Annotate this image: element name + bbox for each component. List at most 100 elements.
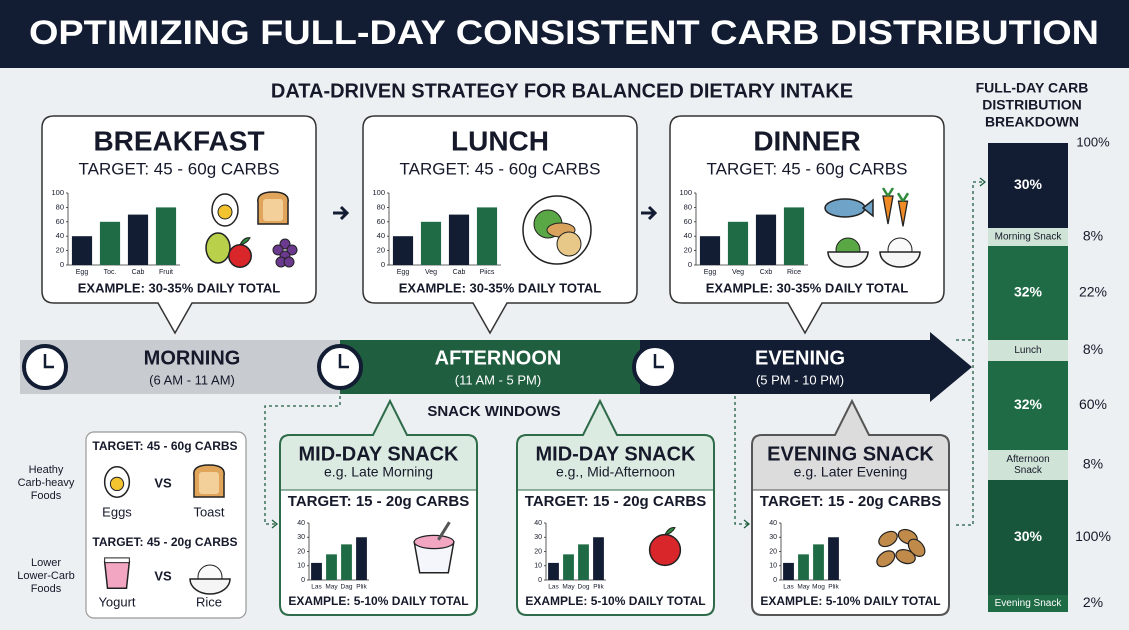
y-tick-label: 10: [534, 563, 542, 570]
segment-side-label: 8%: [1083, 341, 1103, 357]
icon-grape: [279, 238, 291, 250]
timeline-label: EVENING: [755, 347, 845, 369]
x-tick-label: Veg: [425, 269, 437, 276]
connector: [956, 181, 984, 526]
x-tick-label: Dag: [341, 584, 353, 591]
x-tick-label: Las: [783, 584, 794, 591]
meal-title: BREAKFAST: [93, 125, 264, 156]
x-tick-label: May: [325, 584, 338, 591]
timeline-time: (5 PM - 10 PM): [756, 372, 844, 387]
snack-example: EXAMPLE: 5-10% DAILY TOTAL: [525, 594, 705, 608]
x-tick-label: Cab: [132, 269, 145, 276]
breakdown-segment: [988, 246, 1068, 340]
y-tick-label: 40: [377, 231, 385, 240]
snack-card-body: [518, 490, 713, 502]
connector-head: [743, 519, 751, 529]
bar: [311, 562, 322, 580]
connector: [734, 396, 748, 525]
row-label: Lower-Carb: [17, 570, 74, 582]
breakdown-title: DISTRIBUTION: [982, 97, 1082, 113]
snack-subtitle: e.g. Late Morning: [324, 464, 433, 480]
snack-windows-label: SNACK WINDOWS: [427, 403, 560, 420]
timeline-arrowhead: [930, 332, 972, 402]
bar: [798, 554, 809, 580]
bar: [783, 562, 794, 580]
meal-card: [362, 115, 638, 335]
breakdown-top-label: 100%: [1076, 134, 1110, 149]
food-label: Yogurt: [98, 594, 135, 609]
x-tick-label: May: [797, 584, 810, 591]
row-label: Carb-heavy: [18, 477, 75, 489]
y-tick-label: 20: [377, 246, 385, 255]
snack-card-body: [281, 490, 476, 614]
segment-label: Snack: [1014, 465, 1043, 476]
y-tick-label: 80: [56, 202, 64, 211]
snack-card-body: [281, 490, 476, 502]
y-tick-label: 80: [684, 202, 692, 211]
bar: [448, 214, 470, 265]
flow-arrow: [641, 205, 658, 221]
snack-card-body: [518, 490, 713, 614]
icon-fish: [824, 198, 866, 218]
snack-title: EVENING SNACK: [767, 443, 934, 465]
icon-toast-crumb: [263, 199, 283, 221]
snack-card-border: [279, 398, 478, 616]
y-tick-label: 80: [377, 202, 385, 211]
segment-label: 30%: [1014, 528, 1043, 544]
segment-label: Lunch: [1014, 345, 1041, 356]
icon-carrot-top: [881, 187, 895, 197]
segment-side-label: 60%: [1079, 396, 1107, 412]
snack-card-border: [751, 398, 950, 616]
snack-subtitle: e.g. Later Evening: [794, 464, 908, 480]
breakdown-title: FULL-DAY CARB: [976, 80, 1089, 96]
bar: [420, 221, 442, 265]
y-tick-label: 100: [679, 188, 692, 197]
x-tick-label: Cxb: [760, 269, 773, 276]
x-tick-label: Las: [311, 584, 322, 591]
y-tick-label: 10: [769, 563, 777, 570]
snack-title: MID-DAY SNACK: [298, 443, 459, 465]
icon-grape: [272, 244, 284, 256]
icon-grape: [286, 244, 298, 256]
breakdown-segment: [988, 340, 1068, 361]
connector-head: [271, 519, 279, 529]
x-tick-label: Plik: [593, 584, 604, 591]
segment-label: Afternoon: [1006, 454, 1049, 465]
bar: [341, 544, 352, 580]
x-tick-label: Egg: [397, 269, 410, 276]
icon-nut: [895, 549, 916, 565]
segment-side-label: 8%: [1083, 456, 1103, 472]
bar: [476, 207, 498, 265]
timeline-morning: [20, 340, 340, 394]
clock-hands: [653, 354, 664, 369]
snack-title: MID-DAY SNACK: [535, 443, 696, 465]
icon-yolk: [217, 204, 233, 220]
y-tick-label: 40: [297, 520, 305, 527]
icon-bowl: [189, 578, 231, 595]
bar: [783, 207, 805, 265]
row-label: Foods: [31, 490, 62, 502]
x-tick-label: Egg: [76, 269, 89, 276]
y-tick-label: 100: [51, 188, 64, 197]
meal-example: EXAMPLE: 30-35% DAILY TOTAL: [399, 280, 602, 295]
segment-label: Evening Snack: [995, 598, 1063, 609]
timeline-afternoon: [340, 340, 640, 394]
food-label: Rice: [196, 594, 222, 609]
snack-example: EXAMPLE: 5-10% DAILY TOTAL: [288, 594, 468, 608]
connector-head: [979, 177, 987, 187]
icon-pear: [205, 232, 231, 264]
bar: [593, 537, 604, 580]
y-tick-label: 20: [534, 548, 542, 555]
bar: [127, 214, 149, 265]
y-tick-label: 0: [301, 577, 305, 584]
row-label: Lower: [31, 557, 61, 569]
icon-apple: [648, 533, 682, 567]
x-tick-label: Plik: [828, 584, 839, 591]
y-tick-label: 0: [688, 260, 692, 269]
y-tick-label: 100: [372, 188, 385, 197]
breakdown-segment: [988, 595, 1068, 612]
bar: [99, 221, 121, 265]
meal-target: TARGET: 45 - 60g CARBS: [79, 159, 280, 178]
timeline-label: AFTERNOON: [435, 347, 562, 369]
y-tick-label: 20: [297, 548, 305, 555]
